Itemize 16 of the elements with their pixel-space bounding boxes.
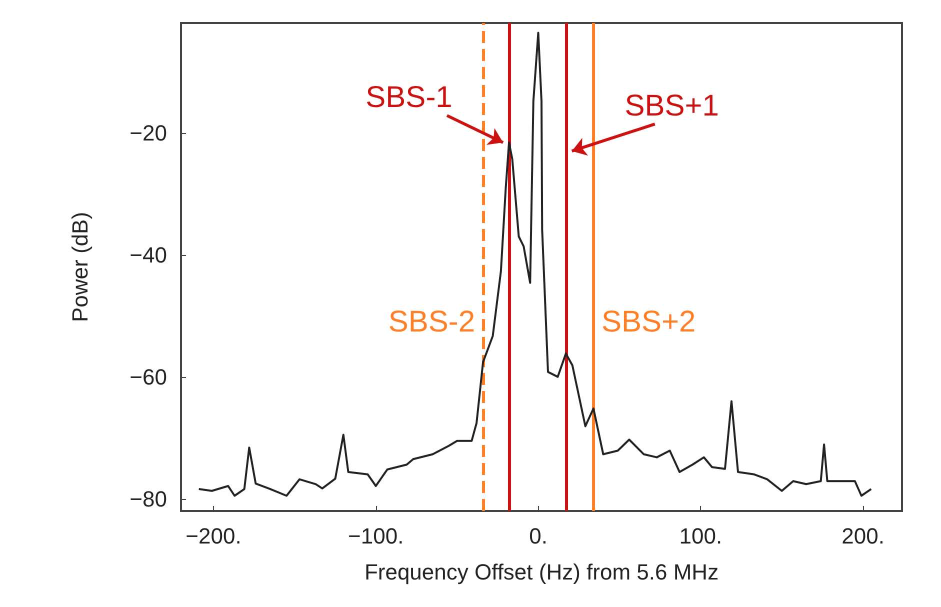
y-tick-label: −60 bbox=[130, 364, 167, 390]
x-tick-label: 100. bbox=[679, 524, 722, 548]
x-tick-label: 200. bbox=[842, 524, 884, 548]
x-axis-title: Frequency Offset (Hz) from 5.6 MHz bbox=[364, 560, 719, 584]
y-tick-label: −20 bbox=[130, 120, 167, 146]
y-axis-title: Power (dB) bbox=[68, 212, 92, 322]
y-tick-label: −40 bbox=[130, 242, 167, 268]
annotation: SBS+2 bbox=[601, 305, 696, 338]
y-tick-label: −80 bbox=[130, 486, 167, 512]
annotation: SBS-2 bbox=[388, 305, 476, 338]
x-tick-label: −200. bbox=[186, 524, 242, 548]
x-tick-label: 0. bbox=[529, 524, 548, 548]
annotation: SBS+1 bbox=[624, 90, 719, 123]
line-series bbox=[198, 32, 872, 497]
annotation: SBS-1 bbox=[366, 81, 452, 114]
x-tick-label: −100. bbox=[348, 524, 404, 548]
